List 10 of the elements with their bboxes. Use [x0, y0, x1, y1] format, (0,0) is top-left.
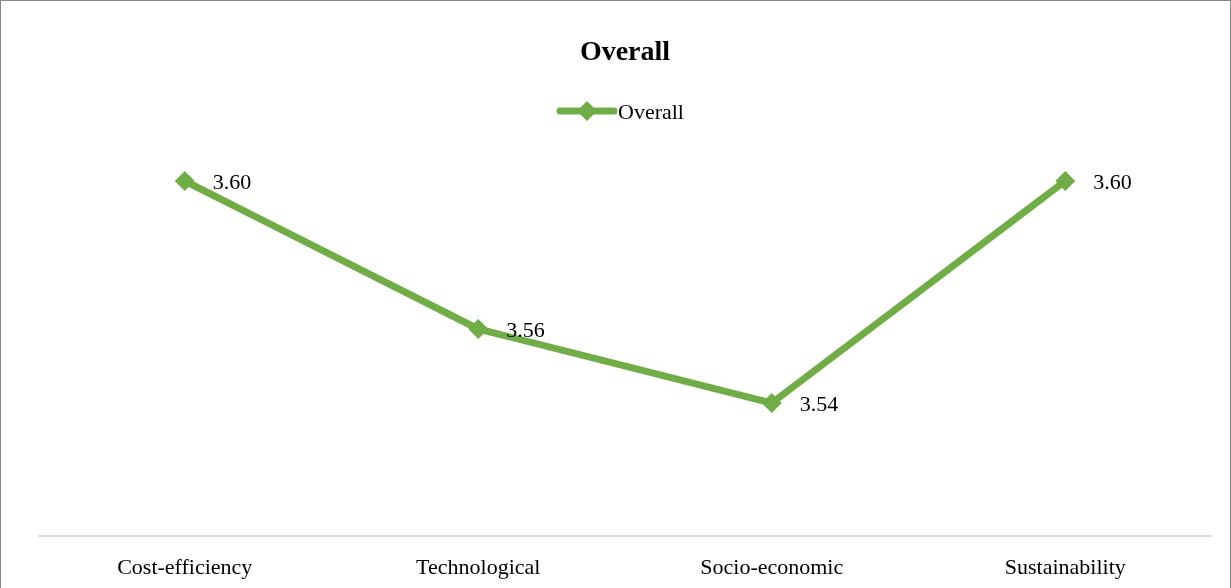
x-tick-label: Socio-economic: [700, 554, 844, 579]
data-label: 3.60: [1093, 169, 1132, 194]
x-tick-label: Cost-efficiency: [117, 554, 253, 579]
data-label: 3.60: [212, 169, 252, 194]
legend-label: Overall: [618, 99, 684, 124]
x-tick-label: Sustainability: [1004, 554, 1126, 579]
data-label: 3.56: [506, 317, 545, 342]
chart-title: Overall: [579, 35, 671, 66]
x-tick-label: Technological: [416, 554, 541, 579]
data-label: 3.54: [799, 391, 839, 416]
